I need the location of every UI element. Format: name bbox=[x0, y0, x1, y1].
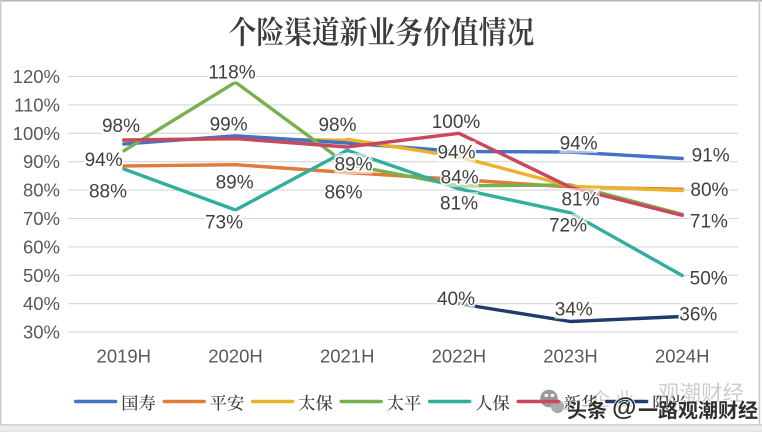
svg-text:120%: 120% bbox=[13, 66, 60, 87]
svg-text:2022H: 2022H bbox=[432, 346, 487, 367]
svg-text:30%: 30% bbox=[23, 322, 60, 343]
svg-text:80%: 80% bbox=[690, 180, 728, 201]
svg-text:2019H: 2019H bbox=[97, 346, 152, 367]
svg-text:2020H: 2020H bbox=[208, 346, 263, 367]
svg-text:89%: 89% bbox=[334, 154, 372, 175]
svg-text:90%: 90% bbox=[23, 151, 60, 172]
svg-text:73%: 73% bbox=[205, 212, 243, 233]
svg-text:80%: 80% bbox=[23, 180, 60, 201]
svg-text:40%: 40% bbox=[437, 289, 475, 310]
svg-text:2021H: 2021H bbox=[320, 346, 375, 367]
svg-text:40%: 40% bbox=[23, 293, 60, 314]
svg-text:34%: 34% bbox=[555, 299, 593, 320]
svg-text:81%: 81% bbox=[440, 193, 478, 214]
svg-text:60%: 60% bbox=[23, 236, 60, 257]
svg-text:2024H: 2024H bbox=[655, 346, 710, 367]
svg-text:89%: 89% bbox=[216, 172, 254, 193]
svg-text:72%: 72% bbox=[549, 215, 587, 236]
svg-text:50%: 50% bbox=[690, 269, 728, 290]
svg-text:98%: 98% bbox=[102, 116, 140, 137]
svg-text:91%: 91% bbox=[692, 145, 730, 166]
svg-text:100%: 100% bbox=[13, 123, 60, 144]
svg-text:36%: 36% bbox=[679, 305, 717, 326]
svg-text:118%: 118% bbox=[208, 62, 255, 83]
svg-text:99%: 99% bbox=[210, 114, 248, 135]
svg-text:110%: 110% bbox=[14, 94, 60, 115]
svg-text:70%: 70% bbox=[23, 208, 60, 229]
svg-text:98%: 98% bbox=[318, 115, 356, 136]
svg-text:94%: 94% bbox=[437, 142, 475, 163]
svg-text:100%: 100% bbox=[432, 112, 481, 133]
svg-text:88%: 88% bbox=[89, 181, 127, 202]
svg-text:81%: 81% bbox=[561, 189, 599, 210]
svg-text:94%: 94% bbox=[560, 134, 598, 155]
svg-text:71%: 71% bbox=[690, 211, 728, 232]
svg-text:86%: 86% bbox=[324, 182, 362, 203]
svg-text:2023H: 2023H bbox=[543, 346, 598, 367]
svg-text:84%: 84% bbox=[441, 167, 479, 188]
svg-text:94%: 94% bbox=[85, 150, 123, 171]
svg-text:50%: 50% bbox=[23, 265, 60, 286]
svg-text:@: @ bbox=[612, 394, 636, 422]
